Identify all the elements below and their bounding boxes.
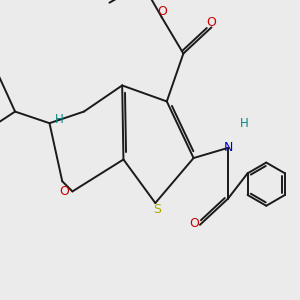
Text: N: N bbox=[223, 141, 233, 154]
Text: O: O bbox=[59, 185, 69, 198]
Text: O: O bbox=[190, 217, 200, 230]
Text: O: O bbox=[206, 16, 216, 29]
Text: S: S bbox=[153, 203, 161, 216]
Text: H: H bbox=[55, 113, 64, 126]
Text: H: H bbox=[240, 117, 249, 130]
Text: O: O bbox=[157, 5, 166, 18]
